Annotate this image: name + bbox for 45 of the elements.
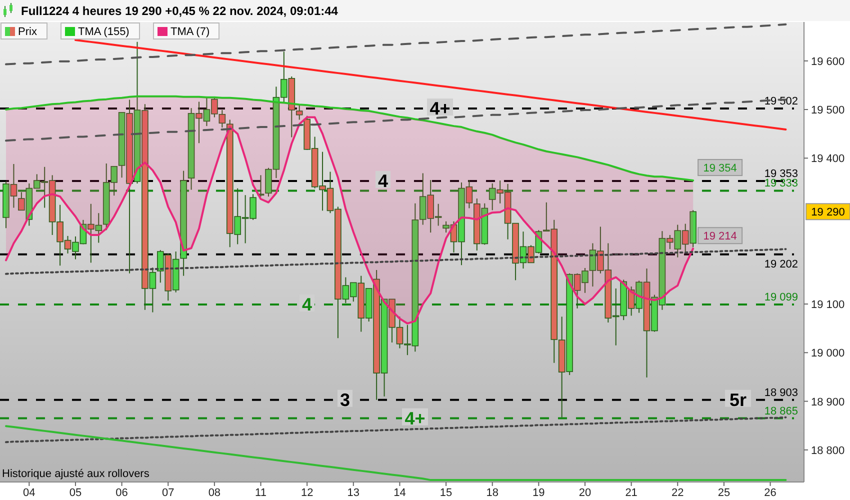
annotation: 4 <box>302 294 312 315</box>
x-tick-label: 22 <box>672 487 684 499</box>
y-tick-label: 19 000 <box>811 348 845 360</box>
x-tick-label: 13 <box>347 487 360 499</box>
x-tick-label: 12 <box>300 487 314 499</box>
y-tick-label: 19 500 <box>811 104 845 117</box>
ref-line-label: 19 099 <box>764 292 798 304</box>
y-tick-label: 19 400 <box>811 153 845 166</box>
x-tick-label: 05 <box>69 487 82 499</box>
x-tick-label: 14 <box>394 487 406 499</box>
annotation: 4+ <box>430 98 450 119</box>
legend-label: TMA (155) <box>78 26 130 38</box>
x-tick-label: 26 <box>764 487 776 499</box>
x-tick-label: 11 <box>255 487 266 499</box>
y-tick-label: 18 800 <box>811 444 845 457</box>
data-label: 19 214 <box>703 230 737 243</box>
chart-title: Full1224 4 heures 19 290 +0,45 % 22 nov. 2024, 09:01:44 <box>21 4 338 18</box>
x-tick-label: 04 <box>23 487 36 499</box>
x-tick-label: 25 <box>718 487 730 499</box>
annotation: 5r <box>729 390 747 410</box>
x-tick-label: 07 <box>162 487 174 499</box>
legend-label: Prix <box>18 26 38 38</box>
annotation: 4+ <box>404 408 426 428</box>
annotation: 3 <box>340 390 350 410</box>
x-tick-label: 18 <box>486 487 498 499</box>
x-tick-label: 19 <box>532 487 545 499</box>
x-tick-label: 20 <box>578 487 592 499</box>
ref-line-label: 19 202 <box>764 258 798 270</box>
y-tick-label: 18 900 <box>811 396 845 408</box>
legend-label: TMA (7) <box>170 26 210 38</box>
ref-line-label: 19 333 <box>764 178 798 190</box>
data-label: 19 354 <box>703 162 737 175</box>
annotation: 4 <box>378 171 388 192</box>
y-tick-label: 19 100 <box>811 299 845 312</box>
candlestick <box>296 104 303 120</box>
x-tick-label: 06 <box>116 487 128 499</box>
x-tick-label: 08 <box>208 487 221 499</box>
text: 19 290 <box>811 206 845 219</box>
x-tick-label: 15 <box>440 487 452 499</box>
ref-line-label: 18 865 <box>764 405 798 418</box>
ref-line-label: 18 903 <box>764 386 798 399</box>
y-tick-label: 19 600 <box>811 56 845 68</box>
line-series <box>5 23 787 66</box>
x-tick-label: 21 <box>625 487 638 499</box>
annotation: Historique ajusté aux rollovers <box>2 468 150 480</box>
